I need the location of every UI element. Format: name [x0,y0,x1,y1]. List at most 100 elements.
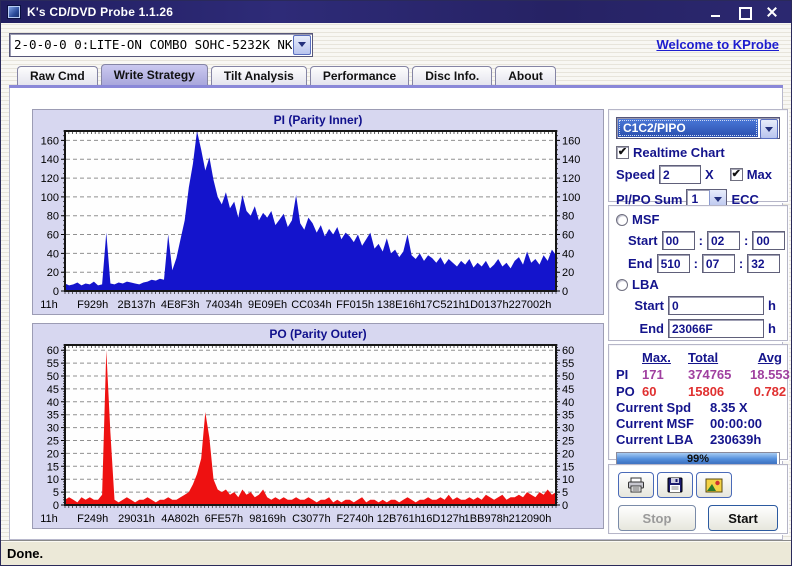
po-total: 15806 [688,384,725,399]
close-icon[interactable] [765,6,779,18]
printer-icon [628,477,644,493]
lba-end-label: End [639,321,664,336]
svg-text:120: 120 [562,173,580,185]
tab-about[interactable]: About [495,66,556,85]
mode-select[interactable]: C1C2/PIPO [616,117,780,139]
drive-select[interactable]: 2-0-0-0 0:LITE-ON COMBO SOHC-5232K NK07 [9,32,313,57]
svg-text:10: 10 [562,474,574,486]
window-title: K's CD/DVD Probe 1.1.26 [27,5,174,19]
svg-text:30: 30 [47,423,59,435]
svg-text:0: 0 [562,500,568,512]
start-button[interactable]: Start [708,505,778,531]
lba-end-unit: h [768,321,776,336]
speed-input[interactable] [659,165,702,184]
colon-separator: : [743,233,749,248]
svg-text:15: 15 [47,461,59,473]
msf-start-sec[interactable] [706,231,740,250]
maximize-icon[interactable] [737,6,752,20]
lba-start-label: Start [634,298,664,313]
chevron-down-icon[interactable] [293,34,311,55]
current-speed-label: Current Spd [616,400,692,415]
svg-text:1BB978h: 1BB978h [464,513,509,525]
svg-text:F929h: F929h [77,299,108,311]
current-lba-value: 230639h [710,432,762,447]
current-lba-label: Current LBA [616,432,694,447]
svg-text:FF015h: FF015h [336,299,374,311]
max-speed-checkbox[interactable]: ✔ [729,168,743,181]
svg-text:0: 0 [562,286,568,298]
svg-text:80: 80 [47,211,59,223]
svg-text:25: 25 [47,435,59,447]
lba-radio[interactable] [616,278,628,291]
po-max: 60 [642,384,657,399]
colon-separator: : [698,233,703,248]
svg-text:5: 5 [562,487,568,499]
print-button[interactable] [618,472,654,498]
msf-end-label: End [628,256,653,271]
svg-text:20: 20 [562,267,574,279]
msf-end-frame[interactable] [747,254,781,273]
save-button[interactable] [657,472,693,498]
tab-write-strategy[interactable]: Write Strategy [100,64,208,85]
msf-end-sec[interactable] [701,254,735,273]
svg-text:2B137h: 2B137h [118,299,156,311]
svg-text:100: 100 [41,192,59,204]
svg-text:98169h: 98169h [249,513,286,525]
msf-start-frame[interactable] [752,231,786,250]
svg-text:4A802h: 4A802h [161,513,199,525]
speed-label: Speed [616,167,656,182]
toolbar: 2-0-0-0 0:LITE-ON COMBO SOHC-5232K NK07 … [9,32,783,57]
drive-select-value: 2-0-0-0 0:LITE-ON COMBO SOHC-5232K NK07 [14,37,292,52]
po-chart: 0 0 5 5 10 10 15 15 20 20 25 25 30 30 35 35 40 40 45 45 50 50… [33,341,603,534]
svg-text:35: 35 [47,410,59,422]
pipo-sum-select[interactable]: 1 [686,189,728,209]
stats-table: Max. Total Avg PI 171 374765 18.553 PO 6… [616,350,790,399]
pi-chart-title: PI (Parity Inner) [273,113,363,127]
stop-button[interactable]: Stop [618,505,696,531]
colon-separator: : [693,256,698,271]
progress-label: 99% [686,453,710,465]
svg-text:9E09Eh: 9E09Eh [248,299,287,311]
pi-total: 374765 [688,367,732,382]
current-msf-value: 00:00:00 [710,416,763,431]
svg-text:212090h: 212090h [509,513,552,525]
lba-start-input[interactable] [668,296,764,315]
minimize-icon[interactable] [709,6,723,18]
current-msf-label: Current MSF [616,416,694,431]
lba-end-input[interactable] [668,319,764,338]
pi-chart-panel: PI (Parity Inner) 0 0 20 20 40 40 60 60 80 80 100 1… [32,109,604,315]
progress-bar: 99% [616,452,780,467]
tab-raw-cmd[interactable]: Raw Cmd [17,66,98,85]
tab-disc-info[interactable]: Disc Info. [412,66,493,85]
svg-text:120: 120 [41,173,59,185]
welcome-link[interactable]: Welcome to KProbe [656,37,779,52]
svg-text:20: 20 [562,448,574,460]
msf-end-min[interactable] [656,254,690,273]
svg-text:15: 15 [562,461,574,473]
chevron-down-icon[interactable] [760,119,778,139]
msf-start-min[interactable] [661,231,695,250]
svg-text:40: 40 [562,397,574,409]
svg-text:45: 45 [562,384,574,396]
svg-text:60: 60 [47,230,59,242]
colon-separator: : [738,256,744,271]
svg-text:40: 40 [562,248,574,260]
lba-start-unit: h [768,298,776,313]
tab-tilt-analysis[interactable]: Tilt Analysis [210,66,307,85]
pipo-sum-value: 1 [691,192,699,206]
tab-performance[interactable]: Performance [309,66,410,85]
export-image-button[interactable] [696,472,732,498]
svg-text:30: 30 [562,423,574,435]
current-speed-value: 8.35 X [710,400,748,415]
svg-text:140: 140 [562,154,580,166]
svg-text:100: 100 [562,192,580,204]
progress-fill [617,453,778,466]
speed-unit: X [705,167,714,182]
stats-group: Max. Total Avg PI 171 374765 18.553 PO 6… [608,344,790,467]
pipo-sum-unit: ECC [731,191,759,207]
realtime-chart-checkbox[interactable]: ✔ [616,146,629,159]
svg-text:227002h: 227002h [509,299,552,311]
svg-text:60: 60 [47,345,59,357]
msf-radio[interactable] [616,213,628,226]
